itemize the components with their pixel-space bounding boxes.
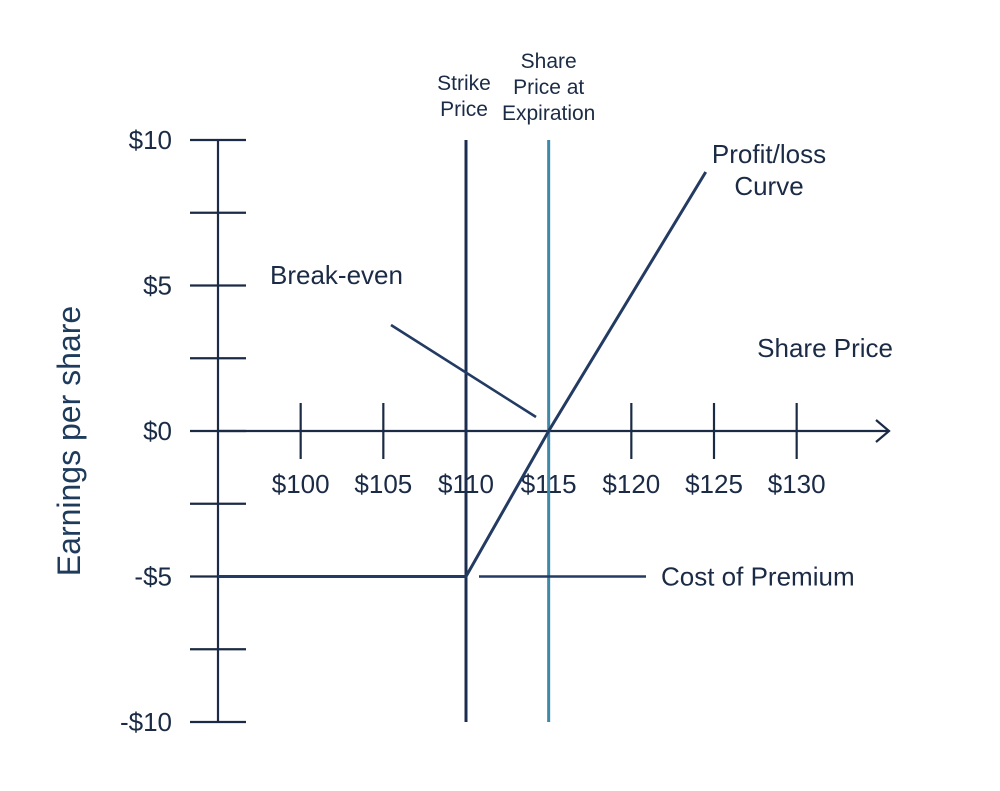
y-tick-label: $10 [129,125,172,155]
profit-loss-curve [218,171,708,578]
y-tick-label: -$5 [134,562,172,592]
y-axis-label: Earnings per share [51,306,87,576]
expiration-price-label: Share Price at Expiration [502,50,595,125]
x-axis-arrow [875,419,891,443]
label-line: Expiration [502,102,595,125]
x-tick-label: $120 [602,469,660,499]
cost-of-premium-label: Cost of Premium [661,562,855,592]
label-line: Profit/loss [712,139,826,169]
y-tick-label: $0 [143,416,172,446]
break-even-pointer [390,323,537,419]
break-even-label: Break-even [270,260,403,290]
vertical-lines: Strike Price Share Price at Expiration [437,50,595,722]
x-axis-label: Share Price [757,333,893,363]
x-tick-label: $130 [768,469,826,499]
series [218,171,708,578]
label-line: Share [521,50,577,73]
annotations: Profit/loss Curve Break-even Cost of Premiu… [270,139,855,592]
x-tick-label: $100 [272,469,330,499]
x-tick-label: $125 [685,469,743,499]
x-tick-label: $105 [354,469,412,499]
label-line: Price at [513,76,584,99]
y-tick-label: -$10 [120,707,172,737]
strike-price-label: Strike Price [437,72,491,121]
profit-loss-label: Profit/loss Curve [712,139,826,201]
label-line: Strike [437,72,491,95]
axes [216,140,891,722]
label-line: Price [440,98,488,121]
label-line: Curve [734,171,803,201]
y-tick-label: $5 [143,271,172,301]
